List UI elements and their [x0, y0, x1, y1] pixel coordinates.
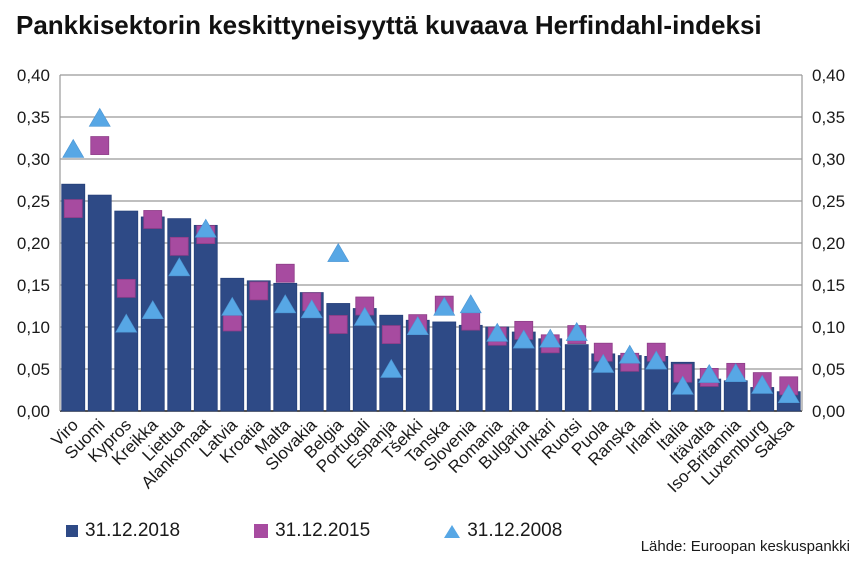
triangle-marker-Portugali	[353, 306, 376, 326]
y-axis-tick-label-right: 0,00	[812, 402, 845, 421]
bar-Malta	[273, 282, 298, 412]
legend-label-2015: 31.12.2015	[275, 520, 371, 541]
square-marker-Kroatia	[249, 281, 269, 301]
y-axis-tick-label-left: 0,40	[17, 66, 50, 85]
triangle-marker-Bulgaria	[512, 329, 535, 349]
source-note: Lähde: Euroopan keskuspankki	[640, 538, 850, 555]
herfindahl-index-chart: 0,00 0,00 0,05 0,05 0,10 0,10 0,15 0,15 0,20 0,20…	[17, 66, 845, 496]
triangle-marker-Irlanti	[645, 350, 668, 370]
square-marker-Latvia	[222, 312, 242, 332]
y-axis-tick-label-left: 0,00	[17, 402, 50, 421]
triangle-marker-Ranska	[618, 344, 641, 364]
y-axis-tick-label-right: 0,05	[812, 360, 845, 379]
bar-Kypros	[114, 210, 139, 412]
chart-legend: 31.12.2018 31.12.2015 31.12.2008	[66, 520, 562, 542]
y-axis-tick-label-left: 0,10	[17, 318, 50, 337]
y-axis-tick-label-right: 0,35	[812, 108, 845, 127]
triangle-marker-Tanska	[433, 296, 456, 316]
triangle-marker-Luxemburg	[751, 374, 774, 394]
square-marker-Kypros	[116, 278, 136, 298]
y-axis-tick-label-right: 0,40	[812, 66, 845, 85]
triangle-marker-Ruotsi	[565, 321, 588, 341]
triangle-marker-Liettua	[168, 257, 191, 277]
triangle-marker-Kreikka	[141, 300, 164, 320]
bar-Ruotsi	[564, 344, 589, 412]
legend-label-2018: 31.12.2018	[85, 520, 181, 541]
legend-bar-square-icon	[66, 525, 78, 537]
triangle-marker-Itävalta	[698, 363, 721, 383]
triangle-marker-Iso-Britannia	[724, 363, 747, 383]
y-axis-tick-label-right: 0,30	[812, 150, 845, 169]
legend-item-2015: 31.12.2015	[254, 520, 370, 542]
triangle-marker-Unkari	[539, 328, 562, 348]
legend-square-marker-icon	[254, 524, 269, 538]
bar-Slovenia	[458, 324, 483, 412]
triangle-marker-Romania	[486, 322, 509, 342]
bar-Liettua	[167, 218, 192, 412]
bar-Alankomaat	[193, 224, 218, 412]
legend-triangle-marker-icon	[444, 524, 461, 538]
square-marker-Slovenia	[461, 311, 481, 331]
y-axis-tick-label-left: 0,20	[17, 234, 50, 253]
triangle-marker-Viro	[62, 138, 85, 158]
triangle-marker-Italia	[671, 375, 694, 395]
triangle-marker-Suomi	[88, 107, 111, 127]
triangle-marker-Kypros	[115, 313, 138, 333]
square-marker-Kreikka	[143, 210, 163, 229]
y-axis-tick-label-right: 0,10	[812, 318, 845, 337]
bar-Suomi	[87, 194, 112, 412]
y-axis-tick-label-left: 0,35	[17, 108, 50, 127]
square-marker-Belgia	[328, 315, 348, 334]
square-marker-Malta	[275, 263, 295, 283]
y-axis-tick-label-right: 0,20	[812, 234, 845, 253]
y-axis-tick-label-right: 0,15	[812, 276, 845, 295]
square-marker-Viro	[63, 199, 83, 218]
square-marker-Espanja	[381, 325, 401, 344]
square-marker-Suomi	[90, 136, 110, 155]
triangle-marker-Alankomaat	[194, 218, 217, 238]
triangle-marker-Tšekki	[406, 316, 429, 335]
triangle-marker-Slovenia	[459, 294, 482, 314]
triangle-marker-Belgia	[327, 242, 350, 262]
y-axis-tick-label-left: 0,05	[17, 360, 50, 379]
triangle-marker-Espanja	[380, 358, 403, 378]
triangle-marker-Saksa	[777, 384, 800, 404]
bar-Tanska	[432, 321, 457, 412]
chart-title: Pankkisektorin keskittyneisyyttä kuvaava…	[16, 10, 762, 40]
y-axis-tick-label-left: 0,15	[17, 276, 50, 295]
legend-item-2018: 31.12.2018	[66, 520, 180, 542]
bar-Kroatia	[246, 280, 271, 412]
triangle-marker-Slovakia	[300, 299, 323, 319]
bar-Viro	[61, 183, 86, 412]
legend-label-2008: 31.12.2008	[467, 520, 563, 541]
legend-item-2008: 31.12.2008	[444, 520, 562, 542]
y-axis-tick-label-left: 0,25	[17, 192, 50, 211]
triangle-marker-Latvia	[221, 296, 244, 316]
bar-Iso-Britannia	[723, 380, 748, 412]
triangle-marker-Puola	[592, 353, 615, 373]
y-axis-tick-label-right: 0,25	[812, 192, 845, 211]
triangle-marker-Malta	[274, 294, 297, 314]
square-marker-Liettua	[169, 236, 189, 256]
y-axis-tick-label-left: 0,30	[17, 150, 50, 169]
